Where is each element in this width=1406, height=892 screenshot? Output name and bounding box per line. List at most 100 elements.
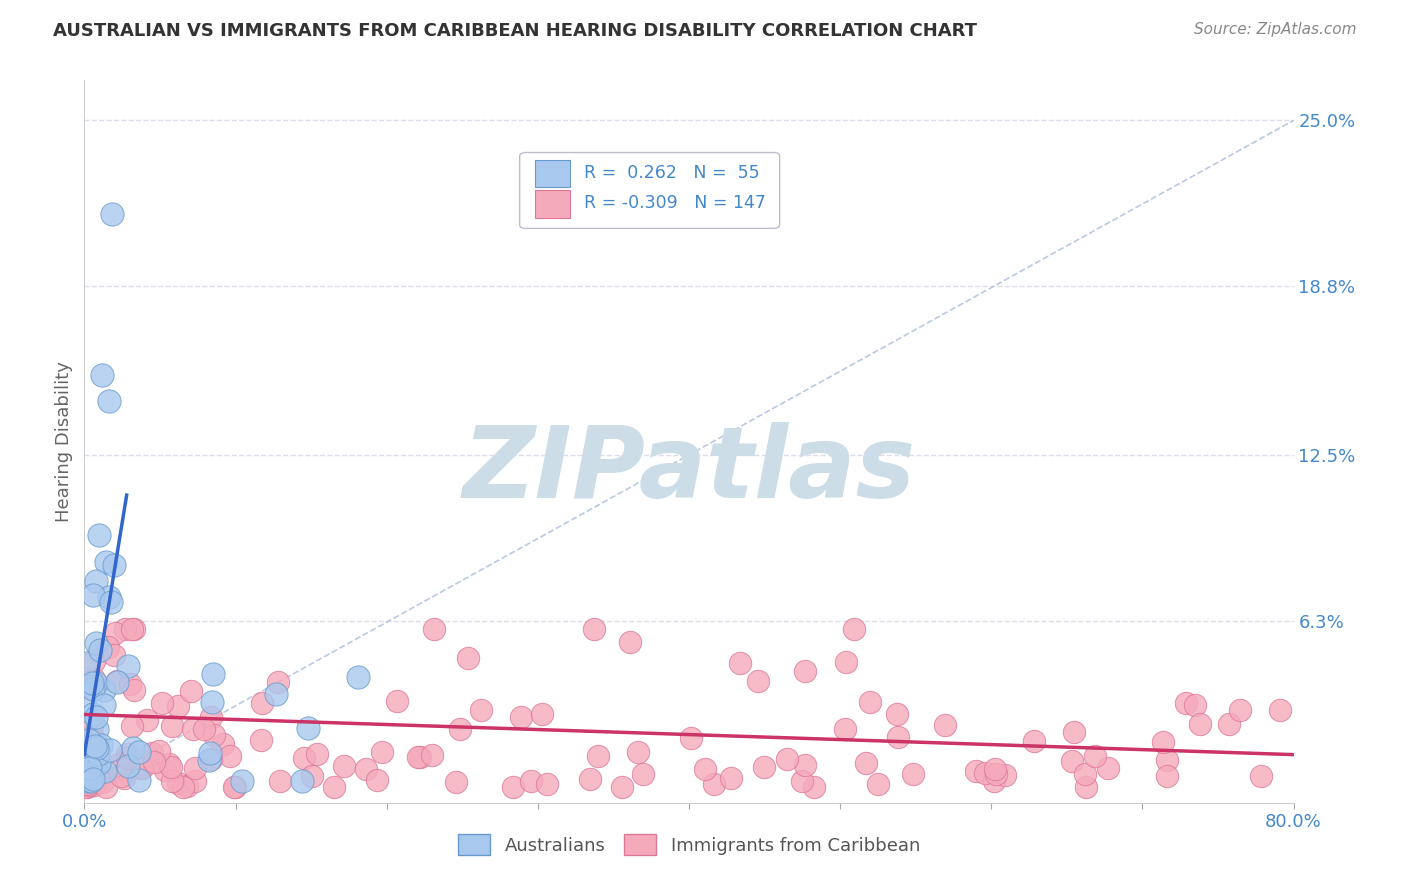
Point	[793, 665, 815, 679]
Point	[354, 762, 377, 776]
Point	[1268, 703, 1291, 717]
Point	[167, 698, 190, 713]
Point	[82, 588, 104, 602]
Point	[86, 723, 108, 737]
Point	[82, 707, 104, 722]
Point	[984, 762, 1007, 776]
Point	[1073, 766, 1095, 780]
Legend: Australians, Immigrants from Caribbean: Australians, Immigrants from Caribbean	[450, 827, 928, 863]
Point	[886, 730, 908, 744]
Text: R = -0.309   N = 147: R = -0.309 N = 147	[583, 194, 766, 212]
Point	[160, 774, 183, 789]
Point	[157, 757, 180, 772]
Point	[110, 769, 132, 783]
Point	[703, 777, 725, 791]
Point	[1152, 735, 1174, 749]
Point	[75, 776, 97, 790]
Point	[267, 674, 290, 689]
Point	[117, 758, 139, 772]
Point	[530, 706, 553, 721]
Point	[82, 772, 104, 786]
Point	[75, 774, 97, 789]
Point	[1063, 724, 1085, 739]
Point	[509, 710, 531, 724]
FancyBboxPatch shape	[536, 190, 571, 218]
Point	[579, 772, 602, 786]
Point	[249, 732, 271, 747]
Point	[76, 778, 98, 792]
Point	[775, 752, 797, 766]
Point	[86, 741, 108, 756]
Point	[301, 769, 323, 783]
Text: AUSTRALIAN VS IMMIGRANTS FROM CARIBBEAN HEARING DISABILITY CORRELATION CHART: AUSTRALIAN VS IMMIGRANTS FROM CARIBBEAN …	[53, 22, 977, 40]
Point	[200, 710, 222, 724]
Point	[98, 742, 121, 756]
Point	[901, 767, 924, 781]
Point	[73, 675, 96, 690]
Point	[122, 622, 145, 636]
Point	[619, 635, 641, 649]
Point	[612, 780, 634, 794]
Point	[752, 760, 775, 774]
Point	[219, 748, 242, 763]
Point	[332, 758, 354, 772]
Point	[90, 738, 112, 752]
Point	[117, 659, 139, 673]
Point	[224, 780, 246, 794]
Point	[136, 713, 159, 727]
Point	[291, 774, 314, 789]
Point	[160, 719, 183, 733]
Point	[97, 590, 120, 604]
Point	[747, 673, 769, 688]
Point	[681, 731, 703, 745]
Point	[94, 780, 117, 794]
Point	[94, 555, 117, 569]
Point	[77, 754, 100, 768]
Point	[231, 774, 253, 789]
Point	[366, 772, 388, 787]
Point	[80, 719, 103, 733]
Point	[87, 756, 110, 771]
Point	[159, 760, 181, 774]
Point	[73, 691, 96, 706]
Point	[269, 774, 291, 789]
Point	[83, 654, 105, 668]
Point	[73, 780, 96, 794]
Point	[307, 747, 329, 761]
Point	[1218, 717, 1240, 731]
Point	[1174, 696, 1197, 710]
Point	[103, 648, 125, 663]
Point	[84, 636, 107, 650]
Point	[693, 762, 716, 776]
Point	[75, 777, 97, 791]
Point	[93, 682, 115, 697]
Point	[84, 710, 107, 724]
Point	[1229, 703, 1251, 717]
Point	[855, 756, 877, 770]
Point	[141, 746, 163, 760]
Point	[420, 747, 443, 762]
Point	[82, 675, 104, 690]
Point	[75, 657, 97, 671]
Point	[83, 672, 105, 686]
Point	[264, 687, 287, 701]
Text: ZIPatlas: ZIPatlas	[463, 422, 915, 519]
Point	[868, 777, 890, 791]
Point	[974, 766, 997, 780]
Point	[112, 771, 135, 785]
Point	[193, 722, 215, 736]
Point	[1156, 769, 1178, 783]
Point	[202, 728, 225, 742]
Point	[297, 721, 319, 735]
Point	[76, 770, 98, 784]
Point	[202, 667, 225, 681]
Point	[128, 745, 150, 759]
FancyBboxPatch shape	[536, 160, 571, 187]
Point	[121, 718, 143, 732]
Point	[100, 207, 122, 221]
Point	[97, 394, 120, 409]
Point	[1074, 780, 1097, 794]
Point	[75, 769, 97, 783]
Point	[83, 778, 105, 792]
Point	[886, 706, 908, 721]
